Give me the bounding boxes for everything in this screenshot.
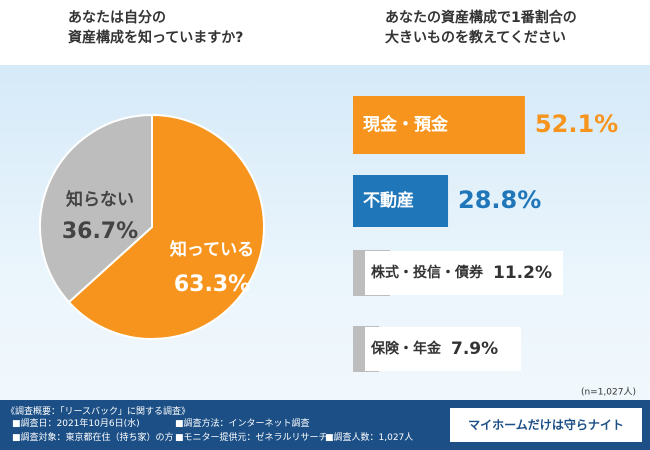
value-label: 7.9% [451,339,498,359]
label-bg [365,251,563,295]
footer-item: ■調査対象：東京都在住（持ち家）の方 [12,433,174,443]
footer-item: ■調査方法：インターネット調査 [175,419,310,429]
slice-value: 63.3% [174,272,250,297]
bar-label: 不動産 [363,190,414,211]
charts: (n=1,027人) 知っている 63.3% 知らない 36.7% 現金・預金 52.1%… [39,96,636,398]
bar [353,96,525,154]
bar-label: 現金・預金 [363,114,449,135]
footer-heading: 《調査概要：「リースバック」に関する調査》 [6,407,191,417]
logo: マイホームだけは守らナイト [450,408,642,442]
slice-label: 知っている [169,239,254,260]
bar-title: あなたの資産構成で1番割合の 大きいものを教えてください [385,10,577,46]
value-label: 11.2% [493,263,552,283]
slice-value: 36.7% [62,219,138,244]
bar-label: 保険・年金 [370,340,442,357]
footer: 《調査概要：「リースバック」に関する調査》 ■調査日：2021年10月6日(水)… [0,400,650,450]
value-label: 28.8% [458,186,541,214]
value-label: 52.1% [535,110,618,138]
header [0,0,650,65]
slice-label: 知らない [65,189,134,210]
bar-label: 株式・投信・債券 [371,264,484,281]
footer-item: ■調査人数：1,027人 [325,433,414,443]
pie-slice [39,113,153,304]
footer-item: ■調査日：2021年10月6日(水) [12,419,140,429]
sample-note: (n=1,027人) [581,387,636,398]
pie-slice [67,113,265,340]
footer-item: ■モニター提供元：ゼネラルリサーチ [175,433,328,443]
label-bg [365,327,521,371]
bar [353,175,449,227]
pie-title: あなたは自分の 資産構成を知っていますか? [68,10,244,46]
